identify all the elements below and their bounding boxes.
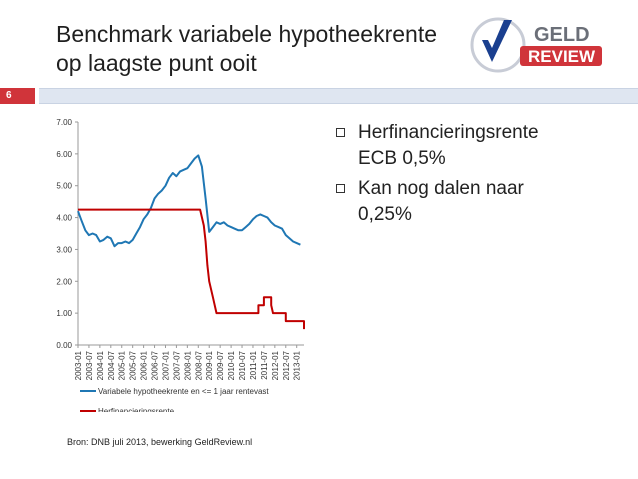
checkbox-bullet-icon [336,184,345,193]
source-note: Bron: DNB juli 2013, bewerking GeldRevie… [67,437,253,447]
x-tick-label: 2006-07 [151,350,160,380]
y-tick-label: 1.00 [56,309,72,318]
x-tick-label: 2011-01 [249,350,258,379]
x-tick-label: 2012-07 [282,350,291,380]
x-tick-label: 2012-01 [271,350,280,380]
series-line [78,208,305,330]
x-tick-label: 2009-07 [216,350,225,380]
x-tick-label: 2010-07 [238,350,247,380]
x-tick-label: 2008-07 [194,350,203,380]
header-band: 6 [0,88,638,104]
title-line-2: op laagste punt ooit [56,50,257,76]
y-tick-label: 0.00 [56,341,72,350]
y-tick-label: 7.00 [56,118,72,127]
bullet-list: Herfinancieringsrente ECB 0,5% Kan nog d… [336,120,626,232]
bullet-item: Kan nog dalen naar 0,25% [336,176,626,228]
x-tick-label: 2008-01 [183,350,192,380]
x-tick-label: 2007-07 [172,350,181,380]
x-tick-label: 2013-01 [293,350,302,380]
rate-chart: 0.00 1.00 2.00 3.00 4.00 5.00 6.00 7.00 2003-01 2… [40,112,320,416]
checkmark-icon [482,20,512,62]
y-tick-label: 6.00 [56,150,72,159]
x-tick-label: 2009-01 [205,350,214,380]
x-tick-label: 2004-07 [107,350,116,380]
x-tick-label: 2003-07 [85,350,94,380]
x-tick-label: 2007-01 [161,350,170,380]
checkbox-bullet-icon [336,128,345,137]
slide-title: Benchmark variabele hypotheekrente op la… [56,20,476,78]
y-tick-label: 2.00 [56,277,72,286]
bullet-line: Kan nog dalen naar [358,178,524,199]
logo-review-bar [520,46,602,66]
band-stripe [39,88,638,104]
x-tick-label: 2011-07 [260,350,269,379]
geldreview-logo: GELD REVIEW [468,14,604,76]
x-tick-label: 2003-01 [74,350,83,380]
x-tick-label: 2006-01 [140,350,149,380]
title-line-1: Benchmark variabele hypotheekrente [56,21,438,47]
y-tick-label: 3.00 [56,245,72,254]
series-line [77,154,301,248]
legend-label: Herfinancieringsrente [98,407,175,412]
bullet-line: ECB 0,5% [358,148,446,169]
x-tick-label: 2010-01 [227,350,236,380]
logo-top-text: GELD [534,24,590,46]
logo-bottom-text: REVIEW [528,47,596,66]
y-tick-label: 4.00 [56,214,72,223]
slide-number: 6 [0,88,35,104]
bullet-item: Herfinancieringsrente ECB 0,5% [336,120,626,172]
bullet-line: 0,25% [358,204,412,225]
x-tick-label: 2005-01 [118,350,127,380]
x-tick-label: 2005-07 [129,350,138,380]
bullet-line: Herfinancieringsrente [358,122,539,143]
y-tick-label: 5.00 [56,182,72,191]
x-tick-label: 2004-01 [96,350,105,380]
legend-label: Variabele hypotheekrente en <= 1 jaar re… [98,387,269,396]
